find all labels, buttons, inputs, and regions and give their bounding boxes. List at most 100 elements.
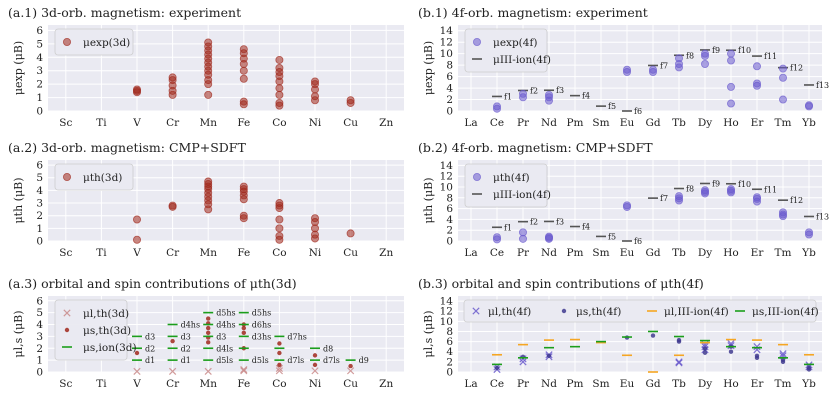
y-tick-label: 8	[446, 60, 453, 72]
ion-config-label: d3	[181, 332, 191, 341]
x-tick-label: Cu	[343, 117, 358, 129]
x-tick-label: Nd	[541, 117, 557, 129]
y-tick-label: 2	[36, 210, 43, 222]
x-tick-label: Tb	[672, 247, 686, 259]
data-point	[701, 59, 710, 68]
ion-config-label: d6hs	[252, 321, 271, 330]
data-point	[753, 62, 762, 71]
ion-config-label: f11	[764, 185, 777, 194]
data-point	[519, 89, 528, 98]
ion-config-label: f7	[660, 61, 668, 70]
ion-config-label: f9	[712, 179, 720, 188]
data-point	[206, 330, 211, 336]
x-tick-label: Dy	[698, 247, 712, 259]
data-point	[779, 95, 788, 104]
x-tick-label: Mn	[199, 378, 217, 390]
x-tick-label: Eu	[620, 247, 635, 259]
data-point	[239, 74, 248, 83]
y-tick-label: 14	[440, 160, 454, 172]
data-point	[275, 90, 284, 99]
data-point	[134, 350, 140, 356]
x-tick-label: Cr	[166, 378, 180, 390]
panel-title: (b.1) 4f-orb. magnetism: experiment	[418, 5, 648, 20]
ion-config-label: f9	[712, 46, 720, 55]
y-axis-label: μexp (μB)	[12, 41, 25, 95]
ion-config-label: d7ls	[323, 356, 340, 365]
ion-config-label: d5hs	[252, 309, 271, 318]
y-tick-label: 2	[446, 356, 453, 368]
ion-config-label: d7ls	[287, 356, 304, 365]
ion-config-label: f3	[556, 86, 564, 95]
data-point	[346, 229, 355, 238]
x-tick-label: Fe	[237, 378, 250, 390]
data-point	[275, 199, 284, 208]
data-point	[701, 186, 710, 195]
data-point	[675, 359, 683, 367]
x-tick-label: V	[132, 247, 141, 259]
y-tick-label: 4	[446, 214, 453, 226]
data-point	[675, 192, 684, 201]
y-tick-label: 4	[446, 346, 453, 358]
legend-label: μexp(4f)	[493, 37, 537, 49]
data-point	[310, 92, 319, 101]
legend-marker	[64, 327, 70, 333]
x-tick-label: Ho	[723, 247, 738, 259]
ion-config-label: f4	[582, 223, 590, 232]
x-tick-label: Gd	[645, 247, 660, 259]
ion-config-label: f2	[530, 86, 538, 95]
data-point	[753, 193, 762, 202]
y-tick-label: 2	[36, 79, 43, 91]
y-tick-label: 2	[446, 94, 453, 106]
data-point	[754, 353, 760, 358]
x-tick-label: Sc	[59, 247, 72, 259]
ion-config-label: f10	[738, 46, 751, 55]
data-point	[277, 350, 282, 356]
data-point	[727, 82, 736, 91]
data-point	[346, 96, 355, 105]
y-tick-label: 8	[446, 192, 453, 204]
legend-marker	[63, 172, 72, 181]
data-point	[168, 201, 177, 210]
data-point	[206, 340, 211, 345]
data-point	[727, 49, 736, 58]
y-tick-label: 0	[446, 106, 453, 118]
y-tick-label: 6	[36, 25, 43, 37]
panel-title: (b.2) 4f-orb. magnetism: CMP+SDFT	[418, 140, 653, 155]
data-point	[805, 228, 814, 237]
y-tick-label: 12	[440, 306, 453, 318]
data-point	[275, 55, 284, 64]
legend-label: μl,th(3d)	[83, 308, 129, 320]
data-point	[346, 367, 355, 375]
x-tick-label: Eu	[620, 117, 635, 129]
data-point	[204, 367, 212, 376]
y-tick-label: 2	[446, 225, 453, 237]
ion-config-label: d5ls	[216, 356, 233, 365]
ion-config-label: d4hs	[181, 321, 200, 330]
ion-config-label: f6	[634, 237, 642, 246]
x-tick-label: Nd	[541, 378, 557, 390]
x-tick-label: Cu	[343, 247, 358, 259]
x-tick-label: Sm	[592, 247, 609, 259]
x-tick-label: Ho	[723, 117, 738, 129]
legend-label: μIII-ion(4f)	[493, 54, 551, 66]
data-point	[519, 358, 527, 366]
y-tick-label: 4	[446, 83, 453, 95]
data-point	[623, 65, 632, 74]
y-tick-label: 6	[446, 336, 453, 348]
data-point	[277, 341, 282, 346]
x-tick-label: Tb	[672, 378, 686, 390]
x-tick-label: Co	[272, 117, 286, 129]
y-tick-label: 14	[440, 25, 454, 37]
x-tick-label: V	[132, 378, 141, 390]
x-tick-label: Tm	[775, 117, 792, 129]
data-point	[275, 231, 284, 240]
x-tick-label: Tb	[672, 117, 686, 129]
x-tick-label: Gd	[645, 117, 660, 129]
x-tick-label: Ti	[96, 117, 107, 129]
data-point	[240, 366, 248, 374]
data-point	[277, 362, 282, 368]
y-tick-label: 3	[36, 331, 43, 343]
